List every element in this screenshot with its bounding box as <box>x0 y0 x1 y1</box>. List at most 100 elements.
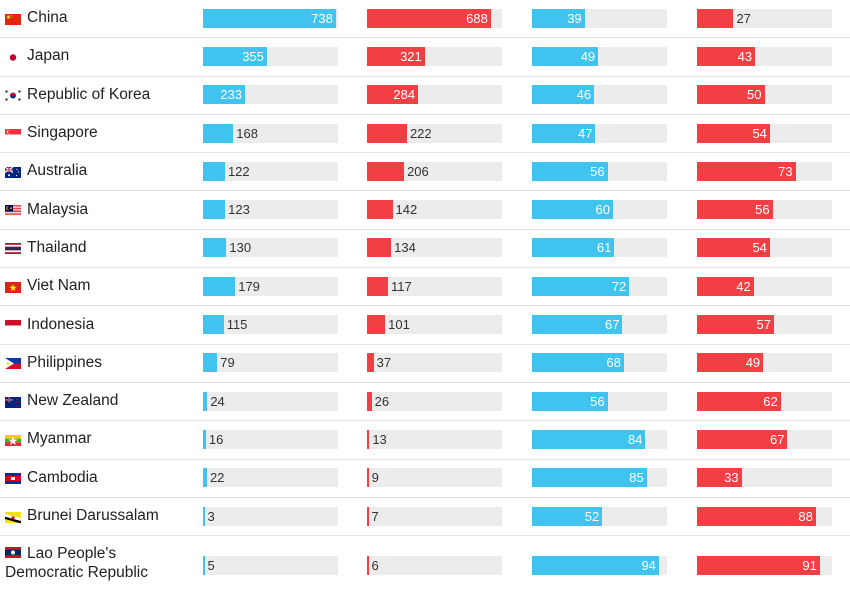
bar <box>532 556 659 576</box>
australia-flag-icon <box>4 165 21 178</box>
bar-track: 72 <box>532 276 667 296</box>
china-flag-icon <box>5 12 21 25</box>
bar-value-label: 321 <box>400 48 422 64</box>
vietnam-flag-icon <box>5 280 21 293</box>
table-row: Cambodia 22 9 85 33 <box>0 460 850 498</box>
country-label: Myanmar <box>27 430 92 448</box>
bar-track: 26 <box>367 391 502 411</box>
bar-value-label: 88 <box>798 508 813 524</box>
south-korea-flag-icon <box>5 88 21 102</box>
bar <box>367 123 407 143</box>
bar-track: 54 <box>697 238 832 258</box>
bar <box>697 8 734 28</box>
row-divider <box>0 420 850 422</box>
bar-value-label: 50 <box>747 87 762 103</box>
bar-track: 39 <box>532 8 667 28</box>
bar <box>367 238 392 258</box>
bar-track: 123 <box>203 200 338 220</box>
bar-value-label: 85 <box>629 470 644 486</box>
bar-value-label: 122 <box>227 163 250 179</box>
bar-track: 62 <box>697 391 832 411</box>
bar-value-label: 117 <box>391 278 412 294</box>
bar-track: 222 <box>367 123 502 143</box>
row-divider <box>0 535 850 537</box>
bar-value-label: 37 <box>376 355 392 371</box>
laos-flag-icon <box>5 545 21 559</box>
bar <box>367 315 386 335</box>
bar-track: 13 <box>367 429 502 449</box>
bar <box>532 315 623 335</box>
bar <box>697 276 754 296</box>
bar-value-label: 73 <box>778 163 793 179</box>
table-row: Viet Nam 179 117 72 42 <box>0 268 850 307</box>
bar <box>532 506 603 526</box>
bar-track: 94 <box>532 556 667 576</box>
bar-track: 33 <box>697 468 832 488</box>
bar-track: 101 <box>367 315 502 335</box>
bar-value-label: 7 <box>371 508 379 524</box>
bar-track: 3 <box>203 506 338 526</box>
table-row: Thailand 130 134 61 54 <box>0 230 850 269</box>
bar-track: 7 <box>367 506 502 526</box>
bar <box>532 276 630 296</box>
bar <box>697 200 773 220</box>
bar-value-label: 738 <box>311 10 333 26</box>
bar <box>203 8 336 28</box>
thailand-flag-icon <box>5 241 21 255</box>
bar <box>203 200 226 220</box>
myanmar-flag-icon <box>5 433 21 446</box>
country-label: Japan <box>27 47 70 65</box>
row-divider <box>0 267 850 269</box>
bar-track: 49 <box>532 46 667 66</box>
bar <box>697 315 774 335</box>
bar <box>203 46 267 66</box>
bar <box>367 8 491 28</box>
bar <box>203 468 207 488</box>
bar <box>367 276 389 296</box>
table-row: Japan 355 321 49 43 <box>0 38 850 77</box>
bar <box>697 556 820 576</box>
bar <box>532 85 595 105</box>
row-divider <box>0 228 850 230</box>
bar-track: 179 <box>203 276 338 296</box>
bar-track: 168 <box>203 123 338 143</box>
country-label: Philippines <box>27 353 102 371</box>
table-row: Philippines 79 37 68 49 <box>0 345 850 383</box>
bar-track: 355 <box>203 46 338 66</box>
bar-track: 122 <box>203 161 338 181</box>
bar-value-label: 47 <box>577 125 593 141</box>
bar-value-label: 123 <box>228 202 250 218</box>
row-divider <box>0 37 850 39</box>
bar-track: 321 <box>367 46 502 66</box>
row-divider <box>0 458 850 460</box>
bar-value-label: 56 <box>590 393 605 409</box>
bar-track: 88 <box>697 506 832 526</box>
bar <box>697 238 770 258</box>
bar-track: 46 <box>532 85 667 105</box>
bar-track: 61 <box>532 238 667 258</box>
bar-value-label: 26 <box>374 393 390 409</box>
country-label: New Zealand <box>27 392 119 410</box>
cambodia-flag-icon <box>5 471 21 485</box>
bar-value-label: 179 <box>238 278 260 294</box>
bar <box>697 429 788 449</box>
bar-value-label: 142 <box>395 202 418 218</box>
bar <box>203 429 206 449</box>
bar-value-label: 24 <box>210 393 225 409</box>
bar-value-label: 46 <box>576 87 592 103</box>
bar <box>203 238 227 258</box>
bar <box>367 468 369 488</box>
bar <box>532 429 646 449</box>
bar <box>532 468 647 488</box>
country-label: Brunei Darussalam <box>27 507 159 525</box>
bar-value-label: 3 <box>207 508 215 524</box>
bar-value-label: 27 <box>736 10 751 26</box>
bar-track: 24 <box>203 391 338 411</box>
bar <box>203 123 234 143</box>
bar-track: 738 <box>203 8 338 28</box>
country-label: Thailand <box>27 238 87 256</box>
row-divider <box>0 75 850 77</box>
bar <box>367 200 393 220</box>
bar <box>367 161 405 181</box>
row-divider <box>0 190 850 192</box>
